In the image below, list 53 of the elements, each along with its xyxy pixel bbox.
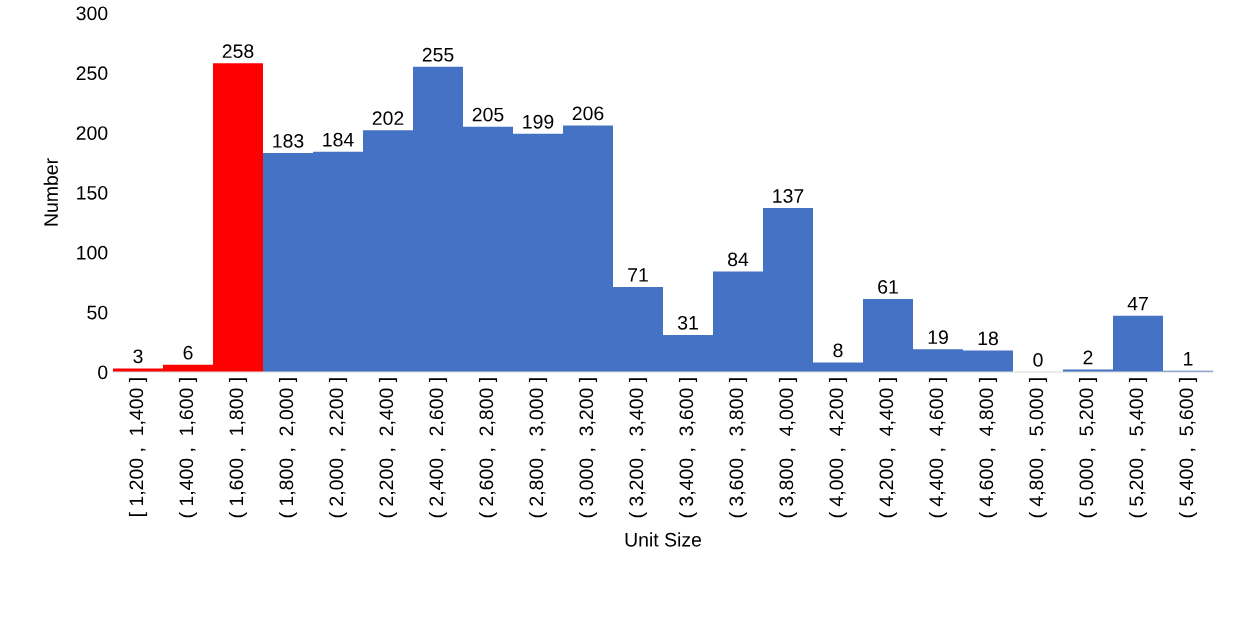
x-tick-label: ( 4,600 , 4,800 ] — [978, 378, 998, 518]
x-tick-label: ( 2,400 , 2,600 ] — [428, 378, 448, 518]
data-label: 19 — [928, 330, 948, 345]
data-label: 8 — [833, 343, 843, 358]
data-label: 3 — [133, 349, 143, 364]
y-tick-label: 50 — [87, 305, 108, 320]
data-label: 183 — [273, 134, 304, 148]
data-label: 258 — [222, 44, 254, 59]
x-tick-label: ( 2,000 , 2,200 ] — [328, 378, 348, 518]
data-label: 6 — [183, 345, 193, 360]
y-tick-label: 300 — [76, 6, 108, 21]
x-tick-label: ( 3,000 , 3,200 ] — [578, 378, 598, 518]
x-tick-label: ( 2,600 , 2,800 ] — [478, 378, 498, 518]
data-label: 31 — [677, 315, 698, 330]
x-tick-label: ( 3,800 , 4,000 ] — [778, 378, 798, 518]
y-tick-label: 0 — [98, 365, 108, 380]
x-axis-title: Unit Size — [625, 532, 702, 547]
data-label: 206 — [572, 106, 604, 121]
data-label: 255 — [422, 47, 454, 62]
x-tick-label: ( 5,000 , 5,200 ] — [1078, 378, 1098, 518]
x-tick-label: ( 5,400 , 5,600 ] — [1178, 378, 1198, 518]
x-tick-label: ( 4,200 , 4,400 ] — [878, 378, 898, 518]
x-tick-label: ( 3,600 , 3,800 ] — [728, 378, 748, 518]
x-tick-label: ( 1,600 , 1,800 ] — [228, 378, 248, 518]
x-tick-label: [ 1,200 , 1,400 ] — [128, 378, 148, 516]
data-label: 71 — [628, 268, 648, 282]
x-tick-label: ( 2,200 , 2,400 ] — [378, 378, 398, 518]
data-label: 205 — [472, 107, 504, 122]
x-tick-label: ( 1,400 , 1,600 ] — [178, 378, 198, 518]
x-tick-label: ( 5,200 , 5,400 ] — [1128, 378, 1148, 518]
data-label: 18 — [978, 331, 998, 346]
x-tick-label: ( 3,400 , 3,600 ] — [678, 378, 698, 518]
y-tick-label: 150 — [77, 185, 108, 200]
data-label: 84 — [728, 252, 749, 267]
data-label: 47 — [1127, 296, 1148, 311]
y-tick-label: 100 — [77, 245, 108, 260]
data-label: 61 — [878, 280, 898, 294]
x-tick-label: ( 3,200 , 3,400 ] — [628, 378, 648, 518]
data-label: 199 — [523, 114, 554, 129]
data-label: 202 — [372, 111, 404, 126]
y-tick-label: 250 — [76, 66, 108, 81]
x-tick-label: ( 1,800 , 2,000 ] — [278, 378, 298, 518]
data-label: 184 — [323, 132, 354, 147]
data-label: 137 — [773, 189, 804, 203]
x-tick-label: ( 4,800 , 5,000 ] — [1028, 378, 1048, 518]
x-tick-label: ( 4,400 , 4,600 ] — [928, 378, 948, 518]
data-label: 2 — [1083, 350, 1093, 365]
x-tick-label: ( 2,800 , 3,000 ] — [528, 378, 548, 518]
y-axis-title: Number — [43, 158, 58, 226]
data-label: 1 — [1184, 352, 1193, 366]
data-label: 0 — [1033, 353, 1043, 367]
x-tick-label: ( 4,000 , 4,200 ] — [828, 378, 848, 518]
y-tick-label: 200 — [76, 126, 108, 140]
